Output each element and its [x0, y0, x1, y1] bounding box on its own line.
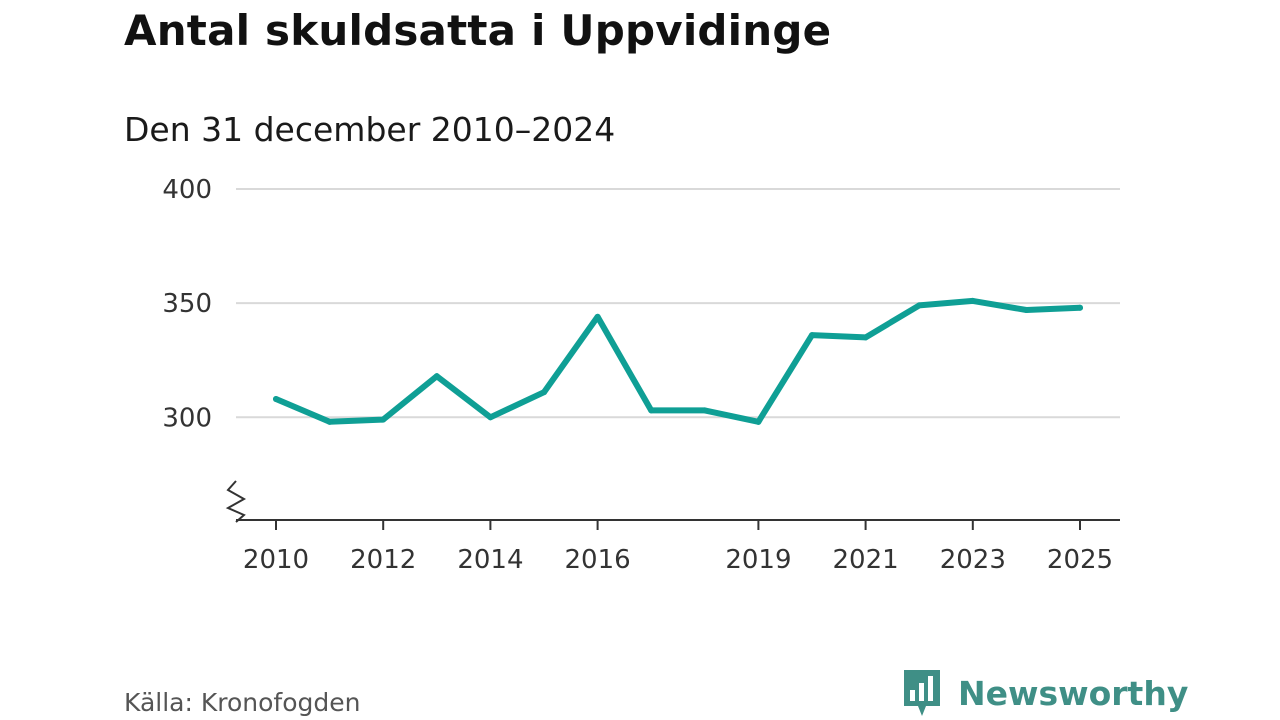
x-tick-label: 2012	[350, 545, 416, 575]
x-tick-label: 2010	[243, 545, 309, 575]
data-point	[273, 396, 279, 403]
axis-break-icon	[225, 480, 247, 523]
brand-logo: Newsworthy	[902, 668, 1188, 718]
series-line-0	[273, 297, 1083, 425]
data-point	[701, 407, 708, 414]
source-note: Källa: Kronofogden	[124, 688, 361, 717]
x-tick-label: 2016	[565, 545, 631, 575]
bar-chart-speech-bubble-icon	[904, 670, 940, 716]
x-tick-label: 2019	[725, 545, 791, 575]
data-point	[433, 373, 440, 380]
data-point	[594, 313, 601, 320]
data-point	[755, 418, 762, 425]
y-tick-label: 400	[162, 175, 212, 205]
data-point	[1077, 304, 1083, 311]
y-axis-tick-labels: 300 350 400	[162, 175, 212, 433]
data-point	[1023, 306, 1030, 313]
data-point	[380, 416, 387, 423]
y-tick-label: 300	[162, 403, 212, 433]
y-tick-label: 350	[162, 289, 212, 319]
series-lines	[273, 297, 1083, 425]
x-tick-label: 2025	[1047, 545, 1113, 575]
data-point	[487, 414, 494, 421]
chart-subtitle: Den 31 december 2010–2024	[124, 110, 616, 149]
chart-title: Antal skuldsatta i Uppvidinge	[124, 6, 832, 55]
data-point	[969, 297, 976, 304]
x-tick-label: 2014	[457, 545, 523, 575]
data-point	[541, 389, 547, 396]
x-axis-tick-labels: 2010 2012 2014 2016 2019 2021 2023 2025	[243, 520, 1113, 575]
data-point	[809, 332, 815, 339]
data-point	[862, 334, 869, 341]
x-tick-label: 2023	[940, 545, 1006, 575]
data-point	[648, 407, 655, 414]
x-axis	[225, 480, 1120, 523]
brand-name: Newsworthy	[958, 673, 1189, 713]
data-point	[916, 302, 923, 309]
data-point	[326, 418, 333, 425]
x-tick-label: 2021	[833, 545, 899, 575]
